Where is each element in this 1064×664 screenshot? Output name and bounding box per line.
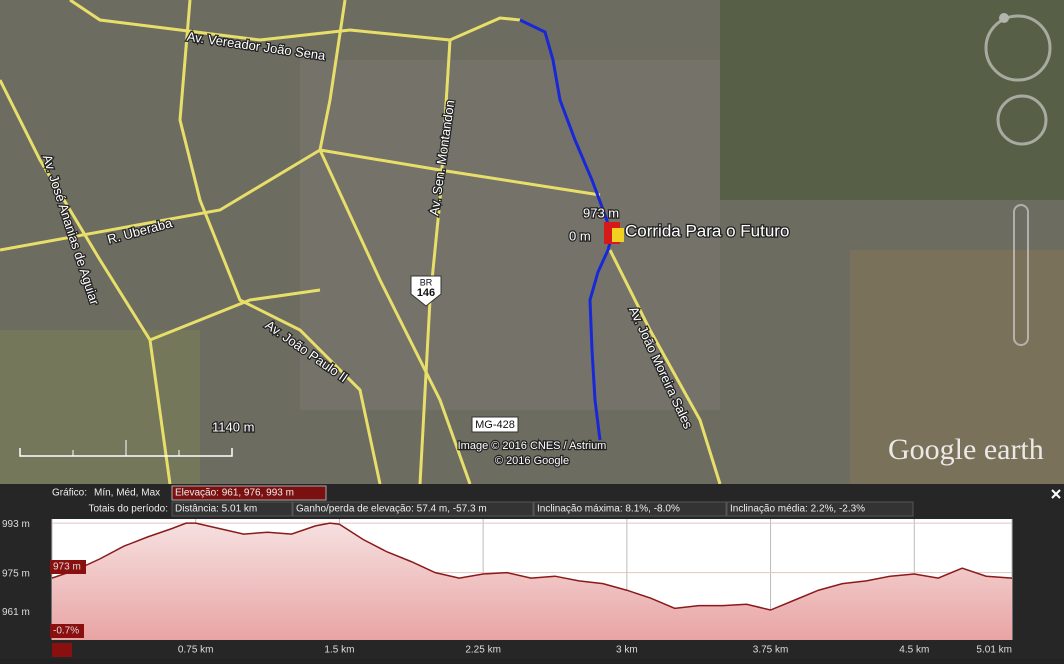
avg-slope[interactable]: Inclinação média: 2.2%, -2.3% bbox=[730, 504, 865, 515]
chart-label: Gráfico: bbox=[52, 488, 87, 499]
close-icon bbox=[1051, 489, 1061, 499]
close-button[interactable] bbox=[1051, 489, 1061, 499]
cursor-slope-box bbox=[50, 624, 84, 638]
x-tick-label: 0.75 km bbox=[178, 645, 214, 656]
city-area bbox=[300, 60, 720, 410]
chart-stats: Mín, Méd, Max bbox=[94, 488, 160, 499]
y-tick-label: 961 m bbox=[2, 607, 30, 618]
track-elevation: 973 m bbox=[583, 205, 619, 220]
north-button[interactable] bbox=[999, 13, 1009, 23]
scale-label: 1140 m bbox=[212, 419, 254, 434]
elevation-stats[interactable]: Elevação: 961, 976, 993 m bbox=[175, 488, 294, 499]
gain-loss[interactable]: Ganho/perda de elevação: 57.4 m, -57.3 m bbox=[296, 504, 487, 515]
stat-box[interactable] bbox=[292, 501, 534, 517]
x-tick-label: 3 km bbox=[616, 645, 638, 656]
stat-box[interactable] bbox=[726, 501, 914, 517]
x-tick-label: 3.75 km bbox=[753, 645, 789, 656]
stat-box[interactable] bbox=[533, 501, 727, 517]
y-tick-label: 975 m bbox=[2, 568, 30, 579]
br-shield bbox=[410, 275, 442, 307]
cursor-elevation-box bbox=[50, 560, 86, 574]
credit: Image © 2016 CNES / Astrium bbox=[458, 440, 607, 452]
credit: © 2016 Google bbox=[495, 455, 569, 467]
navigation-controls[interactable] bbox=[984, 13, 1052, 346]
y-tick-label: 993 m bbox=[2, 519, 30, 530]
map[interactable]: Av. Vereador João Sena Av. José Ananias … bbox=[0, 0, 1064, 485]
track-distance: 0 m bbox=[569, 228, 591, 243]
placemark-label[interactable]: Corrida Para o Futuro bbox=[624, 220, 791, 242]
cursor-slope: -0.7% bbox=[53, 626, 79, 637]
route-shield bbox=[471, 416, 519, 433]
look-control[interactable] bbox=[996, 94, 1048, 146]
x-tick-highlight bbox=[52, 643, 72, 657]
logo: Google earth bbox=[888, 433, 1044, 466]
fields bbox=[0, 330, 200, 484]
start-marker-flag bbox=[612, 228, 624, 242]
roads bbox=[0, 0, 722, 485]
max-slope[interactable]: Inclinação máxima: 8.1%, -8.0% bbox=[537, 504, 680, 515]
x-tick-label: 1.5 km bbox=[324, 645, 354, 656]
x-tick-label: 4.5 km bbox=[899, 645, 929, 656]
vegetation bbox=[720, 0, 1064, 200]
route-label: MG-428 bbox=[475, 419, 515, 431]
elevation-line bbox=[51, 522, 1013, 611]
totals-label: Totais do período: bbox=[89, 504, 169, 515]
cursor-elevation: 973 m bbox=[53, 562, 81, 573]
elevation-area bbox=[52, 523, 1012, 640]
x-tick-label: 2.25 km bbox=[465, 645, 501, 656]
x-tick-label: 5.01 km bbox=[976, 645, 1012, 656]
compass[interactable] bbox=[984, 14, 1052, 82]
elevation-toggle[interactable] bbox=[171, 485, 327, 501]
stat-box[interactable] bbox=[171, 501, 293, 517]
shield-number: 146 bbox=[417, 287, 435, 299]
zoom-slider[interactable] bbox=[1013, 204, 1029, 346]
distance[interactable]: Distância: 5.01 km bbox=[175, 504, 257, 515]
shield-network: BR bbox=[420, 277, 433, 287]
